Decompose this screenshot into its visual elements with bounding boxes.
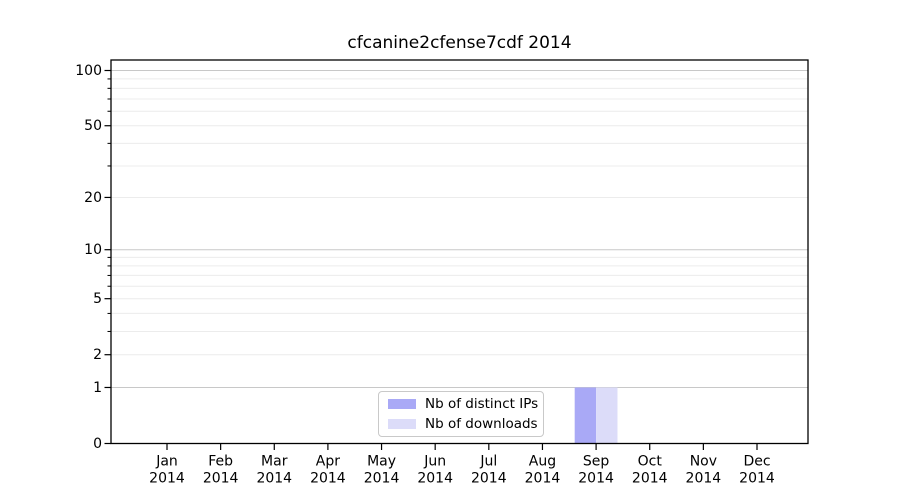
x-tick-label-year: 2014 (739, 471, 775, 487)
legend: Nb of distinct IPs Nb of downloads (378, 391, 544, 437)
y-tick-label: 1 (93, 380, 102, 396)
y-tick-label: 20 (84, 190, 102, 206)
x-tick-label-month: Oct (638, 454, 663, 470)
x-tick-label-year: 2014 (203, 471, 239, 487)
x-tick-label-month: Apr (316, 454, 340, 470)
y-tick-label: 50 (84, 118, 102, 134)
y-tick-label: 2 (93, 347, 102, 363)
x-tick-label-year: 2014 (578, 471, 614, 487)
x-tick-label-year: 2014 (632, 471, 668, 487)
y-tick-label: 10 (84, 242, 102, 258)
chart-title: cfcanine2cfense7cdf 2014 (347, 33, 572, 53)
y-tick-label: 5 (93, 291, 102, 307)
x-tick-label-year: 2014 (525, 471, 561, 487)
axis-frame (110, 59, 809, 445)
legend-swatch-distinct-ips (388, 398, 416, 409)
bar-downloads (596, 387, 618, 444)
x-tick-label-year: 2014 (310, 471, 346, 487)
x-tick-label-month: Mar (261, 454, 288, 470)
x-tick-label-year: 2014 (686, 471, 722, 487)
legend-label-downloads: Nb of downloads (425, 416, 538, 432)
x-tick-label-year: 2014 (149, 471, 185, 487)
x-tick-label-month: Dec (743, 454, 770, 470)
x-tick-label-year: 2014 (471, 471, 507, 487)
x-tick-label-month: Jun (423, 454, 446, 470)
x-tick-label-month: May (367, 454, 396, 470)
y-tick-label: 0 (93, 436, 102, 452)
y-tick-label: 100 (75, 63, 102, 79)
x-tick-label-month: Jul (479, 454, 497, 470)
bar-distinct-ips (574, 387, 597, 444)
x-tick-label-month: Aug (529, 454, 556, 470)
legend-item-downloads: Nb of downloads (388, 416, 538, 432)
legend-item-distinct-ips: Nb of distinct IPs (388, 396, 538, 412)
x-tick-label-month: Nov (690, 454, 717, 470)
x-tick-label-month: Feb (208, 454, 233, 470)
x-tick-label-year: 2014 (417, 471, 453, 487)
x-tick-label-month: Sep (583, 454, 610, 470)
legend-swatch-downloads (388, 419, 416, 430)
x-tick-label-month: Jan (155, 454, 178, 470)
x-tick-label-year: 2014 (364, 471, 400, 487)
legend-label-distinct-ips: Nb of distinct IPs (425, 395, 539, 412)
x-tick-label-year: 2014 (256, 471, 292, 487)
